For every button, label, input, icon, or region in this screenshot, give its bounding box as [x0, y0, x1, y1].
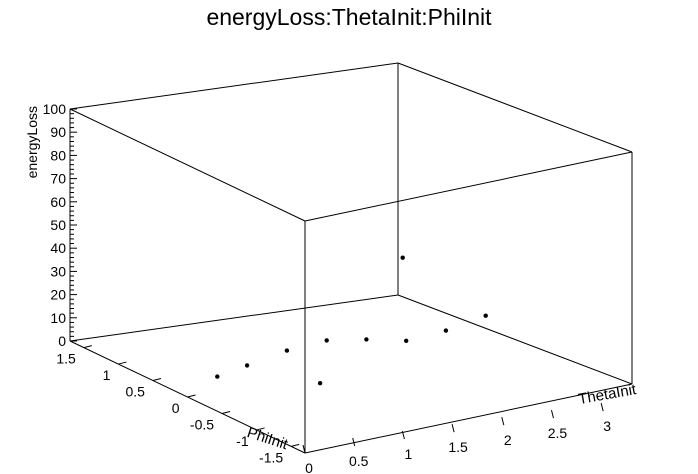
y-tick-label: 1.5 [56, 351, 76, 367]
x-axis: 0 0.5 1 1.5 2 2.5 3 [302, 403, 611, 474]
frame-edge [397, 294, 633, 385]
frame-edge [69, 294, 399, 342]
frame-edge [69, 108, 306, 222]
z-tick-label: 80 [50, 147, 66, 163]
data-point [404, 338, 409, 343]
data-point [324, 338, 329, 343]
y-tick [152, 378, 162, 382]
data-point [483, 313, 488, 318]
y-tick [256, 427, 265, 431]
z-tick-label: 90 [50, 124, 66, 140]
frame-edge [69, 62, 399, 110]
data-point [284, 348, 290, 353]
y-tick-label: 1 [103, 367, 111, 383]
data-point [364, 337, 369, 342]
z-tick-label: 70 [50, 171, 66, 187]
y-tick-label: 0 [172, 400, 180, 416]
y-tick-label: -1 [236, 433, 249, 449]
frame-edge [304, 151, 633, 222]
point-cloud [215, 255, 488, 386]
y-tick-label: 0.5 [125, 384, 145, 400]
x-tick-label: 0.5 [349, 453, 369, 469]
z-axis: 0 10 20 30 40 50 60 70 80 90 100 [43, 101, 77, 349]
z-tick-label: 30 [50, 263, 66, 279]
data-point [400, 255, 405, 260]
data-point [317, 381, 323, 386]
z-tick-label: 20 [50, 287, 66, 303]
y-tick [221, 410, 231, 414]
z-tick-label: 10 [50, 310, 66, 326]
z-axis-label: energyLoss [24, 106, 40, 178]
x-tick [550, 410, 554, 419]
z-tick-label: 100 [43, 101, 67, 117]
x-tick-label: 2.5 [548, 425, 568, 441]
x-tick-label: 3 [603, 418, 611, 434]
data-point [244, 363, 250, 368]
frame-edge [397, 62, 633, 153]
x-tick [401, 430, 405, 440]
y-tick-label: -0.5 [190, 416, 214, 432]
z-tick-label: 60 [50, 194, 66, 210]
y-tick [187, 394, 196, 398]
z-tick-label: 50 [50, 217, 66, 233]
x-tick [501, 416, 505, 426]
z-tick-label: 40 [50, 240, 66, 256]
y-tick [83, 345, 92, 349]
data-point [443, 328, 449, 333]
x-tick-label: 1.5 [448, 439, 468, 455]
y-tick [118, 361, 127, 365]
x-tick [352, 437, 356, 447]
y-tick [291, 443, 300, 447]
x-axis-label: ThetaInit [577, 381, 638, 408]
x-tick-label: 1 [404, 446, 412, 462]
data-point [215, 374, 220, 379]
x-tick [600, 403, 604, 412]
z-tick-label: 0 [58, 333, 66, 349]
y-tick-label: -1.5 [259, 449, 283, 465]
frame-box [69, 62, 633, 454]
x-tick-label: 2 [504, 432, 512, 448]
frame-edge [304, 383, 633, 454]
x-tick [451, 423, 455, 433]
y-axis: -1.5 -1 -0.5 0 0.5 1 1.5 [56, 345, 300, 465]
chart-title: energyLoss:ThetaInit:PhiInit [206, 4, 492, 30]
x-tick-label: 0 [305, 460, 313, 474]
x-tick [302, 444, 306, 454]
